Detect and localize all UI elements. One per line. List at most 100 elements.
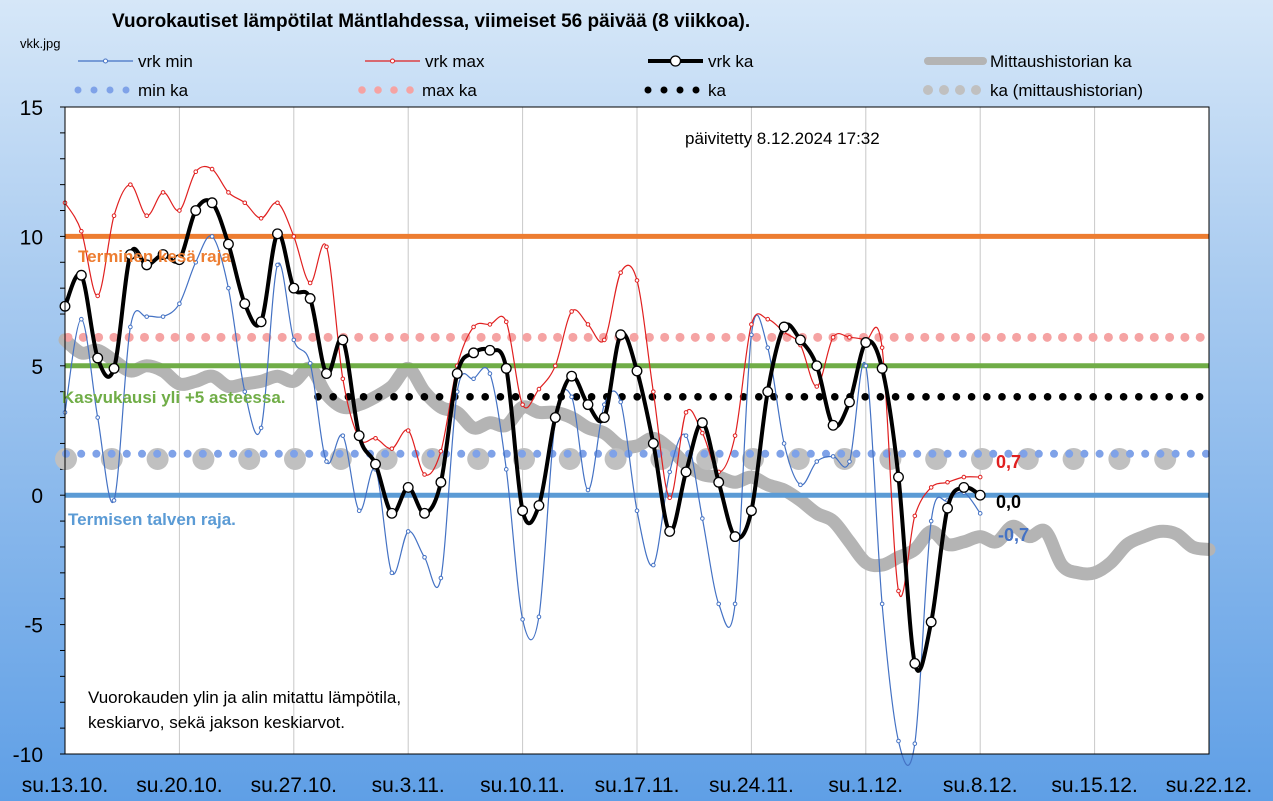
series-vrk-ka-point: [631, 365, 643, 377]
legend-ka-swatch: [692, 86, 700, 94]
series-vrk-ka-point: [827, 419, 839, 431]
dot-max-ka: [1027, 332, 1037, 342]
dot-min-ka: [898, 449, 906, 458]
series-vrk-max-point: [438, 448, 444, 454]
dot-max-ka: [430, 332, 440, 342]
dot-min-ka: [335, 449, 344, 458]
legend-vrk-max-marker: [390, 58, 395, 64]
dot-min-ka: [776, 449, 785, 458]
dot-max-ka: [874, 332, 884, 342]
dot-min-ka: [1065, 449, 1074, 458]
dot-max-ka: [1088, 332, 1098, 342]
ref-label-talvi: Termisen talven raja.: [68, 510, 236, 529]
dot-min-ka: [229, 449, 238, 458]
series-vrk-ka-point: [304, 293, 316, 304]
series-vrk-min-point: [585, 487, 591, 493]
legend-min-ka-swatch: [90, 86, 98, 94]
dot-ka: [1150, 393, 1158, 401]
series-vrk-ka-point: [942, 502, 953, 514]
dot-min-ka: [852, 449, 861, 458]
dot-min-ka: [791, 449, 800, 458]
series-vrk-max-point: [307, 280, 313, 286]
dot-min-ka: [138, 449, 146, 458]
dot-ka: [907, 393, 915, 401]
series-vrk-min-point: [700, 516, 705, 521]
series-vrk-ka-point: [353, 430, 365, 442]
series-vrk-max-point: [977, 474, 983, 480]
legend-max-ka-swatch: [358, 86, 366, 94]
dot-ka: [983, 393, 991, 401]
dot-max-ka: [201, 332, 211, 342]
dot-min-ka: [700, 449, 709, 458]
y-tick-label: 10: [20, 226, 43, 249]
dot-ka: [755, 393, 763, 401]
dot-ka: [937, 393, 945, 401]
series-vrk-max-point: [177, 208, 182, 213]
plot-border: [64, 106, 1210, 755]
dot-hist-ka: [925, 447, 948, 470]
series-vrk-min-point: [471, 376, 476, 382]
dot-max-ka: [476, 332, 486, 342]
legend-hist-ka-avg-swatch: [939, 85, 949, 95]
series-vrk-ka-point: [566, 370, 578, 382]
legend-max-ka-swatch: [390, 86, 398, 94]
dot-max-ka: [94, 332, 104, 342]
dot-max-ka: [1103, 332, 1113, 342]
series-vrk-max-point: [340, 376, 346, 382]
dot-min-ka: [1004, 449, 1013, 458]
series-vrk-ka-point: [92, 352, 104, 364]
series-vrk-min-point: [193, 259, 199, 265]
end-label-max: 0,7: [996, 452, 1021, 472]
dot-ka: [1043, 393, 1052, 401]
dot-max-ka: [1180, 332, 1190, 342]
series-vrk-min-point: [536, 614, 542, 620]
dot-max-ka: [966, 332, 976, 342]
series-vrk-max-point: [242, 200, 248, 206]
legend-min-ka-swatch: [122, 86, 130, 94]
dot-max-ka: [1149, 332, 1159, 342]
dot-hist-ka: [971, 447, 993, 470]
dot-min-ka: [122, 449, 131, 458]
note-line: keskiarvo, sekä jakson keskiarvot.: [88, 713, 345, 732]
series-vrk-min-point: [422, 555, 427, 560]
dot-min-ka: [1110, 449, 1119, 458]
legend-hist-ka-avg-swatch: [971, 85, 981, 95]
series-vrk-max-point: [634, 278, 640, 283]
series-vrk-min-point: [356, 508, 362, 514]
dot-ka: [542, 393, 550, 401]
dot-ka: [511, 393, 520, 401]
series-vrk-min-point: [683, 433, 689, 438]
series-vrk-ka-point: [500, 362, 512, 374]
legend-hist-ka-avg-swatch: [955, 85, 965, 95]
y-tick-label: -10: [13, 744, 43, 767]
dot-ka: [420, 393, 429, 401]
ref-label-kasvu: Kasvukausi yli +5 asteessa.: [62, 388, 286, 407]
dot-hist-ka: [375, 447, 398, 470]
dot-hist-ka: [329, 447, 352, 470]
dot-ka: [1013, 393, 1021, 401]
dot-max-ka: [109, 332, 119, 342]
series-vrk-min-point: [667, 469, 672, 475]
series-vrk-max-point: [896, 588, 901, 594]
dot-ka: [967, 393, 976, 401]
dot-min-ka: [214, 449, 222, 458]
dot-min-ka: [198, 449, 207, 458]
series-vrk-ka-point: [288, 282, 300, 294]
dot-max-ka: [384, 332, 394, 342]
series-vrk-max-point: [209, 166, 215, 172]
dot-max-ka: [1073, 332, 1083, 342]
dot-min-ka: [837, 449, 846, 458]
dot-min-ka: [806, 449, 815, 458]
dot-ka: [694, 393, 702, 401]
dot-ka: [1119, 393, 1128, 401]
series-vrk-max-point: [961, 474, 967, 480]
dot-max-ka: [1119, 332, 1129, 342]
series-vrk-min-point: [520, 617, 525, 622]
dot-min-ka: [730, 449, 739, 458]
legend-min-ka-label: min ka: [138, 81, 189, 100]
series-vrk-ka-point: [108, 362, 120, 374]
series-vrk-min-point: [977, 511, 983, 516]
series-vrk-max-point: [373, 435, 378, 441]
dot-max-ka: [752, 332, 761, 342]
